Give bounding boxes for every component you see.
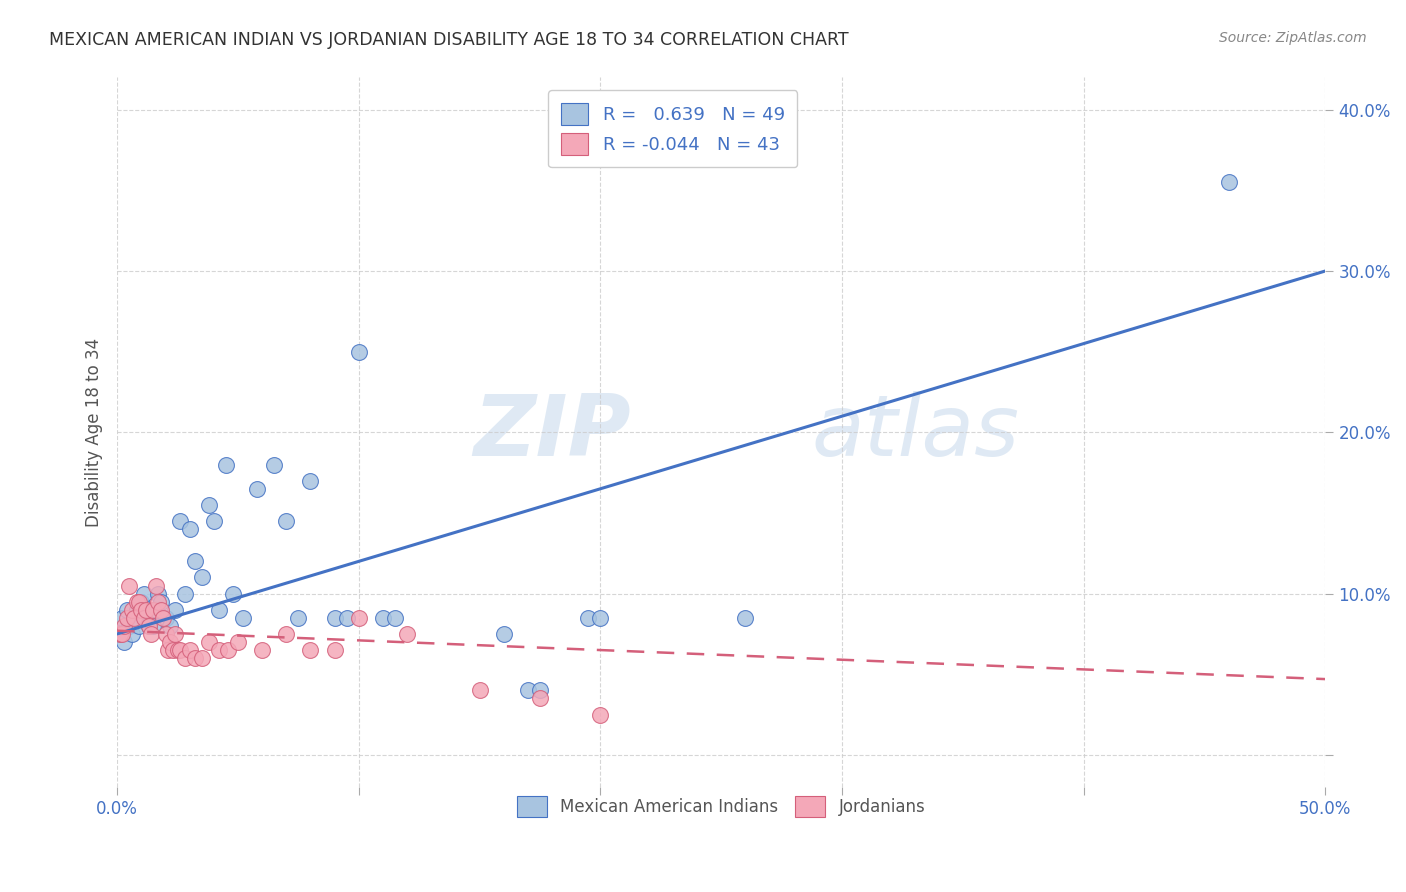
Point	[108, 627, 131, 641]
Point	[128, 619, 150, 633]
Point	[114, 635, 136, 649]
Point	[122, 611, 145, 625]
Point	[222, 586, 245, 600]
Point	[287, 611, 309, 625]
Point	[145, 603, 167, 617]
Point	[276, 514, 298, 528]
Point	[246, 482, 269, 496]
Point	[165, 603, 187, 617]
Point	[734, 611, 756, 625]
Point	[155, 611, 177, 625]
Point	[148, 586, 170, 600]
Point	[173, 586, 195, 600]
Point	[128, 595, 150, 609]
Point	[173, 651, 195, 665]
Point	[166, 643, 188, 657]
Point	[589, 611, 612, 625]
Point	[132, 586, 155, 600]
Point	[142, 619, 165, 633]
Point	[371, 611, 394, 625]
Point	[138, 619, 160, 633]
Point	[384, 611, 406, 625]
Point	[114, 619, 136, 633]
Point	[115, 611, 138, 625]
Point	[169, 514, 191, 528]
Point	[155, 627, 177, 641]
Point	[336, 611, 359, 625]
Point	[165, 627, 187, 641]
Point	[589, 707, 612, 722]
Point	[183, 554, 205, 568]
Point	[468, 683, 491, 698]
Point	[323, 643, 346, 657]
Point	[202, 514, 225, 528]
Point	[142, 603, 165, 617]
Point	[149, 595, 172, 609]
Point	[250, 643, 273, 657]
Point	[226, 635, 249, 649]
Point	[132, 611, 155, 625]
Point	[125, 603, 148, 617]
Point	[179, 522, 201, 536]
Text: ZIP: ZIP	[472, 391, 631, 474]
Point	[263, 458, 285, 472]
Point	[156, 643, 179, 657]
Point	[118, 619, 141, 633]
Legend: Mexican American Indians, Jordanians: Mexican American Indians, Jordanians	[509, 788, 934, 825]
Point	[190, 651, 212, 665]
Point	[118, 578, 141, 592]
Point	[111, 627, 134, 641]
Point	[135, 603, 157, 617]
Point	[162, 643, 184, 657]
Point	[122, 611, 145, 625]
Point	[516, 683, 538, 698]
Point	[347, 344, 370, 359]
Point	[529, 691, 551, 706]
Point	[139, 627, 162, 641]
Point	[125, 595, 148, 609]
Point	[139, 611, 162, 625]
Point	[198, 635, 221, 649]
Point	[1218, 175, 1240, 189]
Point	[149, 603, 172, 617]
Point	[121, 627, 143, 641]
Point	[135, 611, 157, 625]
Point	[232, 611, 254, 625]
Text: Source: ZipAtlas.com: Source: ZipAtlas.com	[1219, 31, 1367, 45]
Point	[145, 578, 167, 592]
Point	[138, 619, 160, 633]
Point	[179, 643, 201, 657]
Point	[276, 627, 298, 641]
Point	[208, 643, 231, 657]
Point	[208, 603, 231, 617]
Point	[198, 498, 221, 512]
Point	[183, 651, 205, 665]
Point	[576, 611, 599, 625]
Point	[111, 611, 134, 625]
Point	[299, 643, 322, 657]
Point	[148, 595, 170, 609]
Point	[169, 643, 191, 657]
Point	[115, 603, 138, 617]
Point	[215, 458, 238, 472]
Point	[131, 595, 153, 609]
Point	[159, 635, 181, 649]
Point	[217, 643, 239, 657]
Point	[131, 603, 153, 617]
Point	[347, 611, 370, 625]
Point	[396, 627, 419, 641]
Point	[190, 570, 212, 584]
Point	[108, 627, 131, 641]
Point	[121, 603, 143, 617]
Point	[159, 619, 181, 633]
Point	[152, 611, 174, 625]
Point	[299, 474, 322, 488]
Y-axis label: Disability Age 18 to 34: Disability Age 18 to 34	[86, 338, 103, 527]
Point	[492, 627, 515, 641]
Point	[323, 611, 346, 625]
Text: atlas: atlas	[811, 391, 1019, 474]
Point	[529, 683, 551, 698]
Text: MEXICAN AMERICAN INDIAN VS JORDANIAN DISABILITY AGE 18 TO 34 CORRELATION CHART: MEXICAN AMERICAN INDIAN VS JORDANIAN DIS…	[49, 31, 849, 49]
